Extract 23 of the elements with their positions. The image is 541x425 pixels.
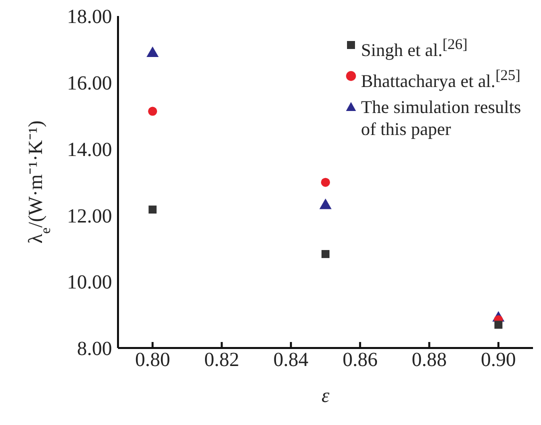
x-axis-title: ε xyxy=(322,385,330,407)
y-tick-label: 8.00 xyxy=(77,338,112,360)
legend-label: The simulation results of this paper xyxy=(361,96,522,140)
legend-label: Bhattacharya et al.$^{[25]}$ xyxy=(361,67,520,92)
y-tick-label: 12.00 xyxy=(67,205,112,228)
point xyxy=(146,46,159,58)
y-tick-label: 18.00 xyxy=(67,6,112,28)
point xyxy=(319,198,332,210)
point xyxy=(148,106,158,116)
point xyxy=(320,178,330,187)
x-tick-label: 0.80 xyxy=(135,349,170,372)
legend-label: Singh et al.$^{[26]}$ xyxy=(361,36,468,61)
point xyxy=(494,320,502,329)
point xyxy=(322,250,330,258)
x-tick-label: 0.82 xyxy=(204,349,240,372)
x-tick-label: 0.90 xyxy=(480,349,516,372)
x-tick-label: 0.88 xyxy=(412,349,447,372)
y-tick-label: 16.00 xyxy=(67,72,112,94)
y-tick-label: 10.00 xyxy=(67,272,112,294)
x-tick-label: 0.86 xyxy=(342,349,378,372)
x-tick-label: 0.84 xyxy=(273,349,308,372)
y-tick-label: 14.00 xyxy=(67,138,112,161)
point xyxy=(148,206,157,214)
